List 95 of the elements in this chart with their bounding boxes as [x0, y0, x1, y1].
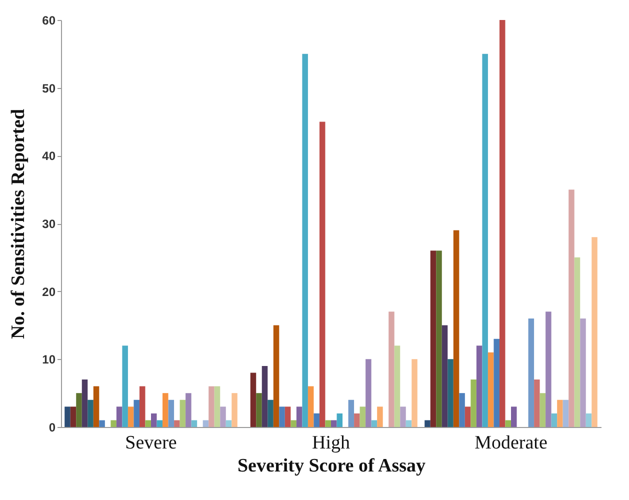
- bar: [134, 400, 140, 427]
- bar: [540, 393, 546, 427]
- bar: [325, 420, 331, 427]
- bar: [232, 393, 238, 427]
- bar: [314, 413, 320, 427]
- bar: [99, 420, 105, 427]
- bar: [448, 359, 454, 427]
- bar: [156, 420, 163, 427]
- bar: [331, 420, 337, 427]
- bar: [273, 325, 280, 427]
- bar: [464, 406, 471, 427]
- bar: [412, 359, 418, 427]
- bar: [336, 413, 343, 427]
- bar: [151, 413, 157, 427]
- y-tick-label: 20: [42, 284, 56, 299]
- bar: [586, 413, 592, 427]
- bar: [64, 406, 70, 427]
- bar: [528, 318, 534, 427]
- bar: [250, 372, 256, 427]
- bar: [551, 413, 558, 427]
- bar: [82, 380, 88, 427]
- bar: [436, 250, 442, 427]
- bar: [394, 346, 400, 427]
- x-axis-title: Severity Score of Assay: [237, 456, 426, 476]
- bar: [220, 406, 226, 427]
- bar: [128, 406, 134, 427]
- bar: [488, 352, 494, 427]
- bar: [226, 420, 232, 427]
- bar: [354, 413, 360, 427]
- bar: [116, 406, 122, 427]
- bar: [70, 406, 76, 427]
- bar: [214, 386, 220, 427]
- bar: [430, 250, 436, 427]
- bar: [279, 406, 285, 427]
- bar: [476, 346, 482, 427]
- bar: [453, 230, 460, 427]
- bar: [442, 325, 448, 427]
- y-tick-label: 40: [42, 149, 56, 164]
- x-tick-label: Moderate: [474, 432, 548, 454]
- bar: [93, 386, 100, 427]
- bar: [459, 393, 465, 427]
- bar: [562, 400, 569, 427]
- bar: [110, 420, 116, 427]
- bar: [191, 420, 198, 427]
- y-tick-label: 30: [42, 217, 56, 231]
- bar: [505, 420, 511, 427]
- bar: [296, 406, 302, 427]
- bar: [511, 406, 517, 427]
- bar: [139, 386, 146, 427]
- bar: [482, 54, 488, 427]
- bar: [290, 420, 296, 427]
- bar: [202, 420, 209, 427]
- x-tick-label: Severe: [125, 432, 177, 454]
- bar: [371, 420, 378, 427]
- bar: [174, 420, 180, 427]
- bar: [262, 366, 268, 427]
- bar: [424, 420, 430, 427]
- bar: [388, 312, 394, 427]
- bar: [319, 122, 326, 427]
- bar: [574, 257, 580, 427]
- bar: [534, 380, 540, 427]
- bar: [360, 406, 366, 427]
- bar: [546, 312, 552, 427]
- bar: [377, 406, 383, 427]
- bar: [302, 54, 308, 427]
- bar: [145, 420, 151, 427]
- bar: [348, 400, 354, 427]
- bar: [284, 406, 291, 427]
- bar: [256, 393, 262, 427]
- y-tick-label: 0: [48, 420, 56, 434]
- bar: [494, 338, 500, 427]
- x-tick-label: High: [312, 432, 350, 454]
- bar: [580, 318, 586, 427]
- bar: [122, 346, 128, 427]
- bar: [168, 400, 174, 427]
- bar: [470, 380, 476, 427]
- bar: [268, 400, 274, 427]
- bar: [88, 400, 94, 427]
- bar: [499, 20, 506, 427]
- y-tick-label: 10: [42, 352, 56, 367]
- bar: [208, 386, 214, 427]
- bar: [366, 359, 372, 427]
- bar: [186, 393, 192, 427]
- bar: [568, 190, 574, 427]
- y-tick-label: 60: [42, 14, 56, 28]
- bar: [406, 420, 412, 427]
- bar: [557, 400, 563, 427]
- bar: [162, 393, 168, 427]
- y-axis-title: No. of Sensitivities Reported: [8, 108, 30, 340]
- y-tick-label: 50: [42, 81, 56, 96]
- bar: [400, 406, 406, 427]
- bar: [180, 400, 186, 427]
- bar: [308, 386, 314, 427]
- bar: [76, 393, 82, 427]
- bar: [592, 237, 598, 427]
